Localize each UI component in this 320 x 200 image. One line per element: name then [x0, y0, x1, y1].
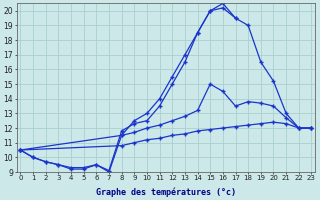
X-axis label: Graphe des températures (°c): Graphe des températures (°c) — [96, 187, 236, 197]
